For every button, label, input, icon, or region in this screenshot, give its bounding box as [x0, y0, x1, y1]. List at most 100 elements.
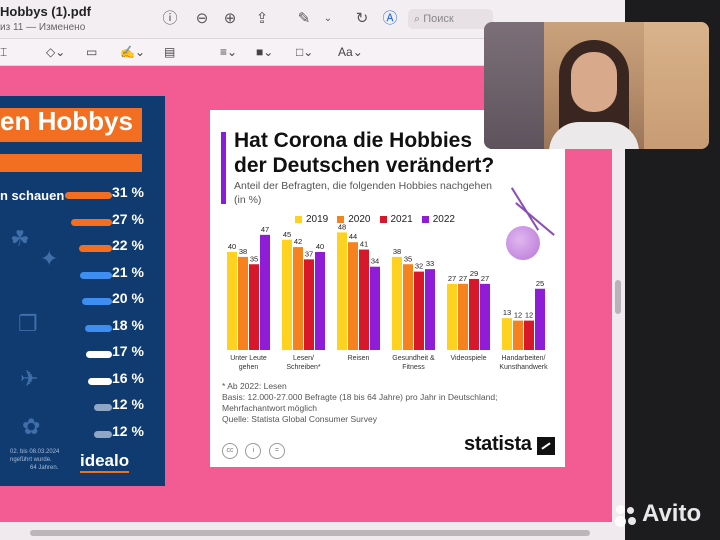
text-style-button[interactable]: Aa⌄ — [338, 45, 363, 59]
shapes-icon[interactable]: ◇⌄ — [46, 45, 66, 59]
first-hobby-label: n schauen — [0, 188, 65, 203]
chart-bar — [392, 256, 402, 350]
bar-value-label: 42 — [294, 237, 302, 246]
page-layout-icon[interactable]: ▤ — [164, 45, 176, 59]
chart-bar — [304, 259, 314, 350]
doodle-icon: ☘ — [10, 226, 30, 251]
text-selection-icon[interactable]: ⌶ — [0, 45, 8, 59]
info-icon[interactable]: i — [245, 443, 262, 459]
plane-icon: ✈ — [20, 366, 39, 391]
bar-value-label: 45 — [283, 230, 291, 239]
border-color-icon[interactable]: ■⌄ — [256, 45, 274, 59]
idealo-logo: idealo — [80, 451, 130, 473]
chart-bar — [249, 264, 259, 350]
hobby-bar — [65, 192, 112, 199]
horizontal-scrollbar-thumb[interactable] — [30, 530, 590, 536]
markup-pen-icon[interactable]: ✎ — [297, 10, 311, 27]
bar-value-label: 37 — [305, 249, 313, 258]
chart-bar — [315, 252, 325, 350]
chevron-down-icon[interactable]: ⌄ — [323, 13, 333, 24]
creative-commons-icon[interactable]: cc — [222, 443, 238, 459]
bar-value-label: 38 — [393, 247, 401, 256]
bar-value-label: 40 — [316, 242, 324, 251]
search-icon: ⌕ — [414, 13, 424, 25]
hobby-bar — [88, 377, 112, 385]
category-label: Lesen/ — [293, 355, 314, 362]
hobby-percent: 18 % — [112, 316, 144, 333]
avito-dots-icon — [614, 503, 638, 527]
hobby-percent: 12 % — [112, 422, 144, 439]
legend-item: 2019 — [295, 214, 328, 225]
chart-bar — [524, 320, 534, 350]
line-style-icon[interactable]: ≡⌄ — [220, 45, 238, 59]
chart-bar — [458, 283, 468, 350]
chart-bar — [535, 288, 545, 350]
hobby-bar — [71, 218, 112, 226]
bar-value-label: 48 — [338, 222, 346, 231]
document-subtitle: из 11 — Изменено — [0, 22, 86, 33]
hobby-percent: 27 % — [112, 210, 144, 227]
search-field[interactable]: ⌕ Поиск — [408, 9, 493, 29]
legend-label: 2020 — [348, 214, 371, 225]
category-label: Handarbeiten/ — [502, 355, 546, 362]
doodle-icon: ✦ — [40, 246, 59, 271]
webcam-background-door — [644, 22, 709, 149]
bar-value-label: 35 — [404, 254, 412, 263]
yarn-ball-icon — [506, 226, 540, 260]
share-icon[interactable]: ⇪ — [255, 10, 269, 27]
chart-bar — [227, 252, 237, 350]
category-label: Schreiben* — [286, 364, 321, 371]
signature-icon[interactable]: ✍⌄ — [120, 45, 145, 59]
fill-color-icon[interactable]: □⌄ — [296, 45, 314, 59]
legend-label: 2022 — [432, 214, 455, 225]
bar-value-label: 29 — [470, 269, 478, 278]
webcam-overlay[interactable] — [484, 22, 709, 149]
hobby-percent: 16 % — [112, 369, 144, 386]
rotate-icon[interactable]: ↻ — [355, 10, 369, 27]
legend-label: 2021 — [390, 214, 413, 225]
chart-bar — [414, 271, 424, 350]
infographic-title: en Hobbys — [0, 106, 133, 136]
zoom-in-icon[interactable]: ⊕ — [223, 10, 237, 27]
hobby-percent: 31 % — [112, 184, 144, 200]
zoom-out-icon[interactable]: ⊖ — [195, 10, 209, 27]
chart-bar — [425, 269, 435, 350]
bar-value-label: 27 — [448, 274, 456, 283]
license-icons: cc i = — [222, 439, 288, 459]
info-icon[interactable]: ⓘ — [162, 10, 178, 27]
search-placeholder: Поиск — [423, 13, 454, 25]
legend-item: 2020 — [337, 214, 371, 225]
vertical-scrollbar-thumb[interactable] — [615, 280, 621, 314]
chart-title: Hat Corona die Hobbies der Deutschen ver… — [234, 129, 495, 177]
hobby-percent: 12 % — [112, 396, 144, 412]
hobby-percent: 20 % — [112, 290, 144, 306]
hobby-bar — [82, 298, 112, 305]
text-box-icon[interactable]: ▭ — [86, 45, 98, 59]
title-bar: Hobbys (1).pdf из 11 — Изменено ⓘ ⊖ ⊕ ⇪ … — [0, 0, 625, 39]
avito-watermark: Avito — [614, 500, 701, 528]
chart-bar — [359, 249, 369, 350]
title-accent-bar — [221, 132, 226, 204]
bar-value-label: 33 — [426, 259, 434, 268]
bar-value-label: 27 — [459, 274, 467, 283]
markup-icon[interactable]: Ⓐ — [382, 10, 398, 27]
chart-subtitle: Anteil der Befragten, die folgenden Hobb… — [234, 180, 493, 206]
bar-value-label: 40 — [228, 242, 236, 251]
bar-value-label: 47 — [261, 225, 269, 234]
legend-swatch — [421, 215, 429, 223]
infographic-footnote: 02. bis 08.03.2024 ngeführt wurde. 64 Ja… — [10, 449, 60, 471]
bar-value-label: 41 — [360, 240, 368, 249]
left-infographic: en Hobbys n schauen ☘ ✦ ❐ ✈ ✿ 31 % 27 % 22… — [0, 96, 165, 486]
hobby-bar — [85, 324, 112, 332]
equals-icon[interactable]: = — [268, 443, 285, 459]
chart-bar — [337, 232, 347, 350]
chart-bar — [469, 278, 479, 350]
title-box — [0, 108, 142, 142]
person-shirt — [549, 122, 639, 149]
hobby-bar — [86, 351, 112, 358]
bar-value-label: 34 — [371, 257, 379, 266]
category-label: Reisen — [348, 355, 370, 362]
hobby-bar — [94, 404, 112, 411]
hobby-bar — [94, 430, 112, 438]
category-label: Kunsthandwerk — [499, 364, 548, 371]
